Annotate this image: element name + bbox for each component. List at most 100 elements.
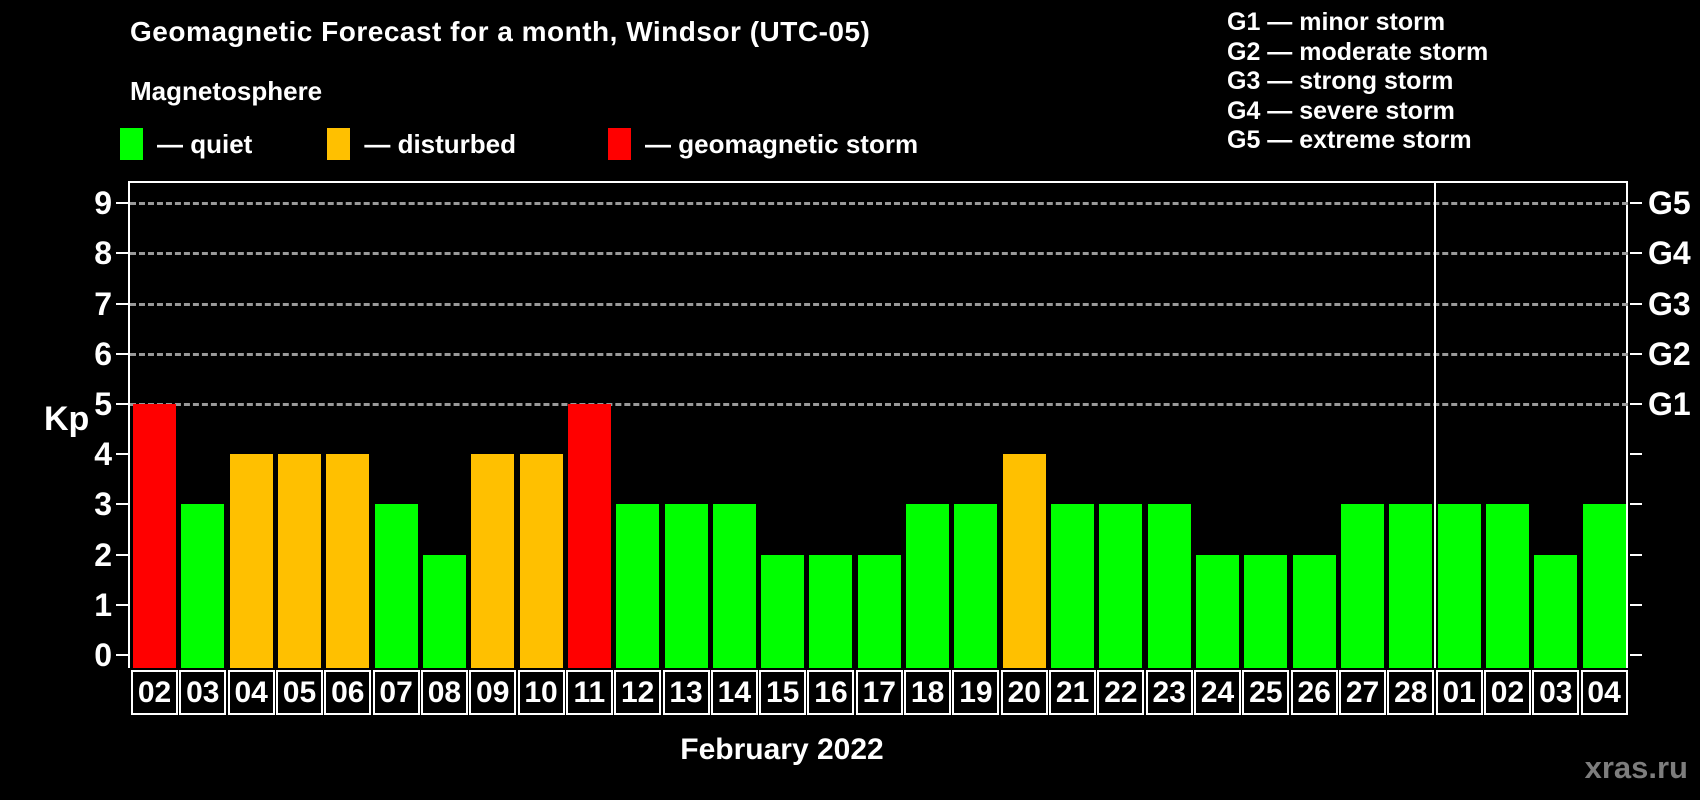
month-label: February 2022 <box>680 733 884 766</box>
day-label-6-day07: 07 <box>372 670 420 715</box>
g5-legend-line: G5 — extreme storm <box>1227 126 1472 154</box>
day-label-31-day04: 04 <box>1580 670 1628 715</box>
y-tick-left-6 <box>116 352 128 355</box>
quiet-swatch-icon <box>120 128 143 160</box>
g1-legend-line: G1 — minor storm <box>1227 8 1446 36</box>
day-label-27-day28: 28 <box>1387 670 1435 715</box>
y-tick-label-4: 4 <box>94 436 112 473</box>
y-tick-left-9 <box>116 202 128 205</box>
gridline-kp6 <box>130 352 1628 356</box>
kp-bar-24-day25 <box>1244 554 1288 668</box>
kp-bar-15-day16 <box>809 554 853 668</box>
day-label-25-day26: 26 <box>1290 670 1338 715</box>
gridline-kp5 <box>130 403 1628 406</box>
watermark: xras.ru <box>1584 750 1688 785</box>
y-tick-right-0 <box>1630 654 1642 656</box>
day-label-14-day15: 15 <box>759 670 807 715</box>
y-tick-label-1: 1 <box>94 586 112 623</box>
kp-bar-31-day04 <box>1582 504 1626 668</box>
kp-bar-17-day18 <box>906 504 950 668</box>
y-tick-label-3: 3 <box>94 486 112 523</box>
y-tick-label-7: 7 <box>94 285 112 322</box>
y-tick-right-3 <box>1630 503 1642 506</box>
gridline-kp7 <box>130 302 1628 306</box>
storm-swatch-icon <box>608 128 632 160</box>
day-label-2-day03: 03 <box>179 670 227 715</box>
right-axis-label-g4: G4 <box>1648 235 1691 272</box>
y-tick-label-0: 0 <box>94 637 112 673</box>
day-label-20-day21: 21 <box>1049 670 1097 715</box>
day-label-19-day20: 20 <box>1000 670 1048 715</box>
y-tick-left-1 <box>116 603 128 606</box>
kp-bar-2-day03 <box>181 504 225 668</box>
right-axis-label-g3: G3 <box>1648 285 1691 322</box>
y-tick-label-8: 8 <box>94 235 112 272</box>
y-tick-label-5: 5 <box>94 386 112 422</box>
day-label-16-day17: 17 <box>855 670 903 715</box>
y-tick-right-8 <box>1630 252 1642 255</box>
day-label-11-day12: 12 <box>614 670 662 715</box>
day-label-15-day16: 16 <box>807 670 855 715</box>
day-label-21-day22: 22 <box>1097 670 1145 715</box>
g4-legend-line: G4 — severe storm <box>1227 96 1455 125</box>
kp-bar-18-day19 <box>954 504 998 668</box>
kp-bar-5-day06 <box>326 454 370 668</box>
kp-bar-29-day02 <box>1485 504 1529 668</box>
g3-legend-line: G3 — strong storm <box>1227 67 1454 95</box>
y-tick-right-7 <box>1630 302 1642 305</box>
y-tick-right-2 <box>1630 553 1642 556</box>
y-tick-label-9: 9 <box>94 185 112 222</box>
day-label-8-day09: 09 <box>469 670 517 715</box>
day-label-5-day06: 06 <box>324 670 372 715</box>
kp-bar-26-day27 <box>1341 504 1384 668</box>
legend-label-quiet: — quiet <box>157 128 253 159</box>
day-label-3-day04: 04 <box>227 670 275 715</box>
kp-bar-9-day10 <box>519 454 563 668</box>
kp-bar-20-day21 <box>1051 504 1095 668</box>
legend-item-quiet: — quiet <box>120 128 252 160</box>
kp-bar-8-day09 <box>471 454 515 668</box>
y-tick-left-0 <box>116 654 128 656</box>
right-axis-label-g2: G2 <box>1648 335 1691 372</box>
kp-bar-19-day20 <box>1002 454 1046 668</box>
day-label-13-day14: 14 <box>710 670 758 715</box>
day-label-7-day08: 08 <box>420 670 468 715</box>
kp-bar-30-day03 <box>1534 554 1578 668</box>
y-tick-right-5 <box>1630 403 1642 405</box>
day-label-17-day18: 18 <box>904 670 952 715</box>
kp-bar-27-day28 <box>1389 504 1433 668</box>
kp-bar-4-day05 <box>277 454 321 668</box>
kp-bar-12-day13 <box>664 504 708 668</box>
y-tick-label-6: 6 <box>94 335 112 372</box>
kp-bar-22-day23 <box>1147 504 1191 668</box>
day-label-23-day24: 24 <box>1194 670 1242 715</box>
kp-bar-3-day04 <box>229 454 273 668</box>
g2-legend-line: G2 — moderate storm <box>1227 37 1489 66</box>
kp-bar-28-day01 <box>1437 504 1481 668</box>
legend-item-disturbed: — disturbed <box>327 128 516 160</box>
legend-item-storm: — geomagnetic storm <box>608 128 918 160</box>
y-tick-right-6 <box>1630 352 1642 355</box>
right-axis-label-g1: G1 <box>1648 386 1691 422</box>
plot-area <box>128 181 1628 668</box>
legend-label-disturbed: — disturbed <box>364 128 517 159</box>
y-tick-left-3 <box>116 503 128 506</box>
right-axis-label-g5: G5 <box>1648 185 1691 222</box>
legend-label-storm: — geomagnetic storm <box>645 128 919 159</box>
day-label-28-day01: 01 <box>1435 670 1483 715</box>
month-separator-line <box>1433 181 1436 668</box>
y-tick-right-9 <box>1630 202 1642 205</box>
day-label-18-day19: 19 <box>952 670 1000 715</box>
day-label-4-day05: 05 <box>275 670 323 715</box>
kp-bar-11-day12 <box>616 504 660 668</box>
y-tick-left-5 <box>116 403 128 405</box>
y-tick-left-2 <box>116 553 128 556</box>
disturbed-swatch-icon <box>327 128 351 160</box>
gridline-kp8 <box>130 252 1628 256</box>
y-tick-left-8 <box>116 252 128 255</box>
kp-bar-10-day11 <box>567 404 611 668</box>
day-label-9-day10: 10 <box>517 670 565 715</box>
day-label-29-day02: 02 <box>1483 670 1531 715</box>
day-label-26-day27: 27 <box>1339 670 1386 715</box>
